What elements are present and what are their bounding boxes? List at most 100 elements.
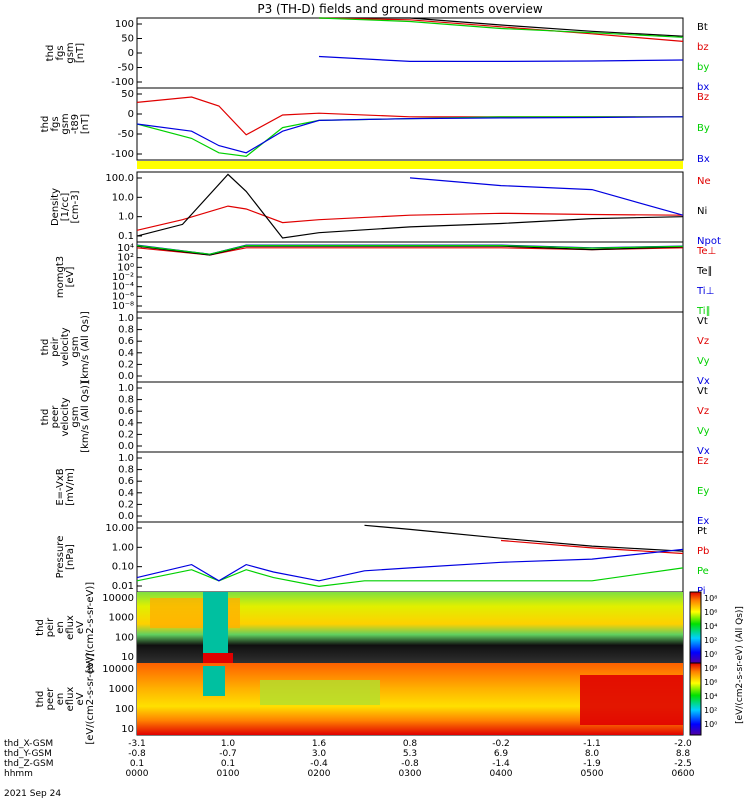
footer-value: -0.7: [219, 749, 237, 759]
y-axis-label: Pressure: [55, 536, 66, 579]
legend-te⊥: Te⊥: [696, 246, 716, 257]
y-axis-label: peer: [50, 405, 61, 429]
footer-value: 5.3: [403, 749, 417, 759]
legend-vy: Vy: [697, 356, 710, 367]
y-axis-label: fgs: [50, 116, 61, 131]
legend-pt: Pt: [697, 526, 707, 537]
colorbar-lower-tick: 10⁶: [704, 678, 717, 687]
electron-spectrogram-hot-patch: [580, 675, 683, 725]
panel-2: 50 0 -50 -100 thd fgs gsm -t89 [nT] Bz By Bx: [40, 87, 710, 165]
y-tick-label: -100: [111, 149, 134, 160]
legend-ne: Ne: [697, 176, 711, 187]
footer-value: 0300: [399, 769, 422, 779]
y-tick-label: 0.2: [118, 499, 134, 510]
legend-by: by: [697, 62, 709, 73]
footer-value: -1.1: [583, 739, 601, 749]
y-tick-label: 10⁴: [117, 243, 134, 254]
y-axis-label: [eV]: [65, 267, 76, 288]
y-axis-label: Density: [50, 188, 61, 226]
y-tick-label: 10⁰: [117, 262, 134, 273]
y-tick-label: 0.10: [112, 562, 134, 573]
panel-frame: [136, 17, 684, 89]
y-axis-label: gsm: [70, 406, 81, 427]
legend-ey: Ey: [697, 486, 709, 497]
y-tick-label: 0: [128, 48, 134, 59]
y-axis-label: thd: [40, 116, 51, 133]
footer-table: thd_X-GSM -3.1 1.0 1.6 0.8 -0.2 -1.1 -2.0 thd_Y-…: [4, 739, 695, 779]
legend-pb: Pb: [697, 546, 709, 557]
y-axis-label: gsm: [70, 336, 81, 357]
footer-value: 0000: [126, 769, 149, 779]
panel-7: 1.00.80.60.40.20.0 E=-VxB [mV/m] Ez Ey Ex: [55, 451, 709, 527]
y-tick-label: 0.0: [118, 511, 134, 522]
legend-bz: bz: [697, 42, 709, 53]
legend-pe: Pe: [697, 566, 709, 577]
legend-vx: Vx: [697, 446, 710, 457]
series-pi: [136, 548, 684, 582]
y-tick-label: 10.00: [105, 523, 134, 534]
y-tick-label: 0.2: [118, 429, 134, 440]
y-axis-label: eV: [75, 692, 86, 705]
y-axis-label: eflux: [65, 615, 76, 640]
y-tick-label: 100: [115, 704, 134, 715]
y-tick-label: 10⁻⁴: [112, 282, 134, 293]
panel-1: 100 50 0 -50 -100 thd fgs gsm [nT] Bt bz by bx: [45, 17, 709, 93]
panel-frame: [136, 381, 684, 453]
footer-value: 6.9: [494, 749, 509, 759]
y-tick-label: 0.01: [112, 581, 134, 592]
legend-ex: Ex: [697, 516, 709, 527]
y-axis-label: [1/cc]: [60, 193, 71, 222]
data-availability-bar: [137, 161, 683, 169]
y-tick-label: 0.4: [118, 418, 134, 429]
series-pe: [136, 567, 684, 588]
footer-value: 0400: [490, 769, 513, 779]
legend-ez: Ez: [697, 456, 709, 467]
y-axis-label: momgt3: [55, 256, 66, 298]
panel-frame: [136, 87, 684, 161]
ion-spectrogram-gap: [203, 592, 228, 655]
series-bt: [319, 17, 684, 37]
y-tick-label: 10: [121, 724, 134, 735]
y-tick-label: 100: [115, 19, 134, 30]
footer-value: -1.4: [492, 759, 510, 769]
y-axis-label: thd: [40, 409, 51, 426]
y-axis-label: velocity: [60, 327, 71, 366]
chart-title: P3 (TH-D) fields and ground moments over…: [257, 2, 542, 16]
y-axis-label: [cm-3]: [70, 190, 81, 223]
footer-value: 8.0: [585, 749, 600, 759]
series-npot: [409, 177, 684, 216]
y-tick-label: 0.1: [118, 231, 134, 242]
footer-value: -0.8: [401, 759, 419, 769]
footer-value: 0.1: [130, 759, 144, 769]
colorbar-lower-tick: 10⁴: [704, 692, 717, 701]
y-axis-label: velocity: [60, 397, 71, 436]
y-axis-label: gsm: [65, 42, 76, 63]
footer-value: -0.8: [128, 749, 146, 759]
footer-value: 3.0: [312, 749, 327, 759]
footer-row-label: hhmm: [4, 769, 33, 779]
y-tick-label: 0.4: [118, 348, 134, 359]
y-tick-label: 0: [128, 109, 134, 120]
y-axis-label: peir: [50, 336, 61, 356]
colorbar-upper-tick: 10⁰: [704, 650, 717, 659]
footer-row-label: thd_Z-GSM: [4, 759, 53, 769]
footer-value: -2.5: [674, 759, 692, 769]
ion-spectrogram-lowband: [203, 653, 233, 663]
colorbar-upper-tick: 10⁸: [704, 594, 717, 603]
footer-date: 2021 Sep 24: [4, 789, 61, 799]
legend-by: By: [697, 123, 710, 134]
y-tick-label: 10.0: [112, 192, 134, 203]
series-bz: [136, 96, 683, 136]
panel-5: 1.00.80.60.40.20.0 thd peir velocity gsm [km/…: [40, 311, 710, 387]
footer-value: -1.9: [583, 759, 601, 769]
series-bx: [136, 116, 684, 154]
y-axis-label: [eV/(cm2-s-sr-eV)]: [85, 653, 96, 744]
electron-spectrogram-gap: [203, 666, 225, 696]
y-axis-label: [nT]: [75, 43, 86, 63]
legend-vt: Vt: [697, 386, 708, 397]
y-axis-label: E=-VxB: [55, 468, 66, 505]
footer-value: -3.1: [128, 739, 146, 749]
series-pb: [500, 539, 684, 555]
